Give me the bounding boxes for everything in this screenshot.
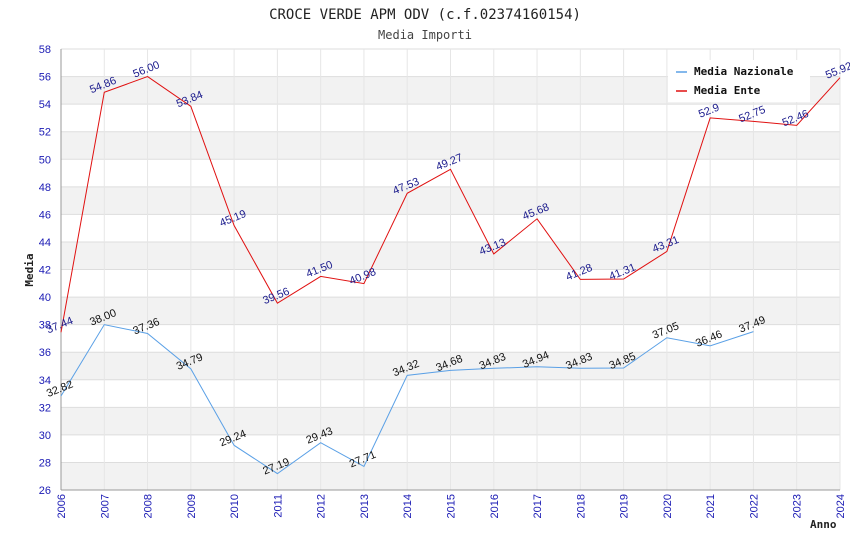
x-tick-label: 2023 (792, 494, 804, 518)
y-tick-label: 48 (39, 182, 51, 194)
y-tick-label: 44 (39, 237, 51, 249)
data-label-ente: 37.44 (45, 315, 75, 336)
x-tick-label: 2011 (272, 494, 284, 518)
y-tick-label: 52 (39, 127, 51, 139)
x-axis-label: Anno (810, 518, 837, 531)
y-tick-label: 58 (39, 44, 51, 56)
y-tick-label: 32 (39, 402, 51, 414)
y-tick-label: 54 (39, 99, 51, 111)
chart-title: CROCE VERDE APM ODV (c.f.02374160154) (269, 7, 581, 23)
series-line-ente (60, 76, 841, 333)
y-tick-label: 36 (39, 347, 51, 359)
x-tick-label: 2018 (575, 494, 587, 518)
chart-subtitle: Media Importi (378, 28, 472, 42)
x-tick-label: 2024 (835, 494, 847, 518)
y-tick-label: 50 (39, 154, 51, 166)
x-tick-label: 2013 (359, 494, 371, 518)
x-tick-label: 2009 (186, 494, 198, 518)
x-tick-label: 2015 (446, 494, 458, 518)
x-tick-label: 2007 (99, 494, 111, 518)
y-tick-label: 40 (39, 292, 51, 304)
y-tick-label: 30 (39, 430, 51, 442)
y-tick-label: 38 (39, 320, 51, 332)
x-tick-label: 2010 (229, 494, 241, 518)
y-tick-label: 46 (39, 209, 51, 221)
x-tick-label: 2016 (489, 494, 501, 518)
data-label-nazionale: 36.46 (694, 328, 724, 349)
x-tick-label: 2017 (532, 494, 544, 518)
series-line-nazionale (60, 324, 754, 475)
x-tick-label: 2020 (662, 494, 674, 518)
y-tick-label: 28 (39, 457, 51, 469)
y-tick-label: 56 (39, 72, 51, 84)
x-tick-label: 2012 (316, 494, 328, 518)
legend-label-nazionale: Media Nazionale (694, 65, 794, 78)
legend-label-ente: Media Ente (694, 84, 761, 97)
x-tick-label: 2022 (748, 494, 760, 518)
y-tick-label: 34 (39, 375, 51, 387)
x-tick-label: 2021 (705, 494, 717, 518)
x-tick-label: 2019 (619, 494, 631, 518)
x-tick-label: 2008 (143, 494, 155, 518)
legend: Media Nazionale Media Ente (668, 60, 810, 102)
y-tick-label: 26 (39, 485, 51, 497)
y-axis-label: Media (23, 253, 36, 286)
x-tick-label: 2006 (56, 494, 68, 518)
data-label-ente: 52.46 (781, 108, 811, 129)
x-tick-label: 2014 (402, 494, 414, 518)
y-tick-label: 42 (39, 265, 51, 277)
